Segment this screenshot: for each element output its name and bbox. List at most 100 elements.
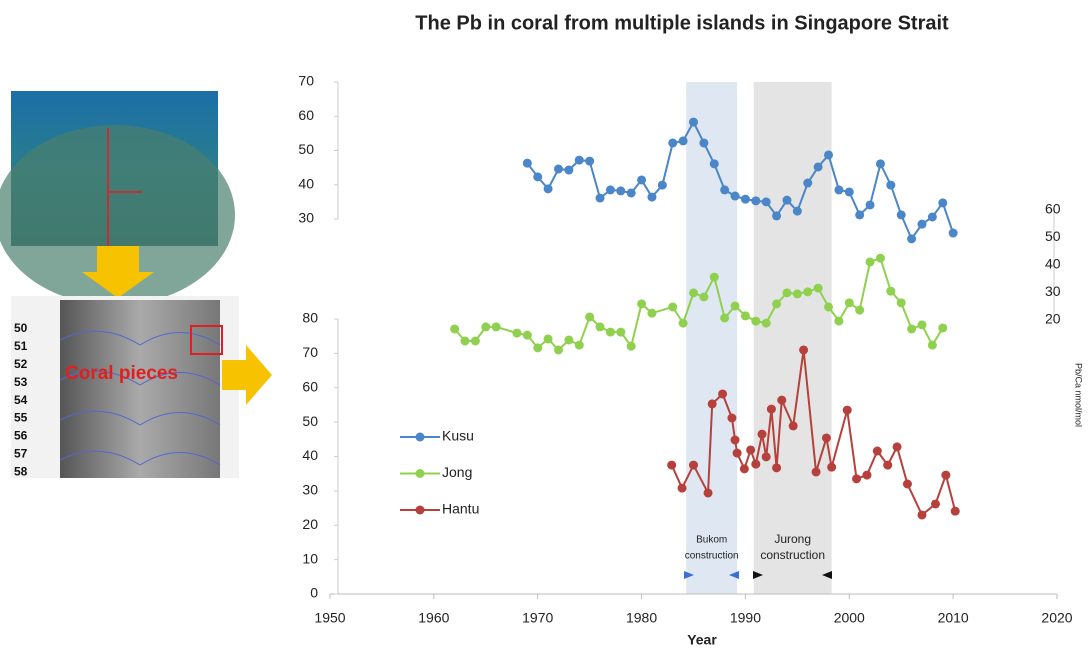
data-point [606,185,615,194]
data-point [866,257,875,266]
y2-tick-label: 30 [298,210,314,226]
coral-xray: 505152535455565758Coral pieces [11,296,239,478]
data-point [803,179,812,188]
data-point [886,181,895,190]
data-point [679,319,688,328]
y-tick-label: 40 [302,447,318,463]
x-tick-label: 2020 [1041,610,1072,626]
data-point [492,322,501,331]
data-point [637,299,646,308]
data-point [824,150,833,159]
data-point [564,166,573,175]
core-label: 52 [14,357,28,371]
data-point [834,317,843,326]
x-axis-label: Year [687,632,717,648]
y-tick-label: 80 [302,310,318,326]
core-label: 56 [14,429,28,443]
data-point [554,164,563,173]
data-point [564,335,573,344]
shaded-period [754,82,832,594]
data-point [822,433,831,442]
data-point [762,452,771,461]
data-point [772,463,781,472]
data-point [949,229,958,238]
data-point [720,313,729,322]
data-point [746,445,755,454]
data-point [689,288,698,297]
y2-tick-label: 70 [298,73,314,89]
data-point [606,328,615,337]
y3-tick-label: 30 [1045,283,1061,299]
data-point [575,156,584,165]
data-point [827,463,836,472]
data-point [782,196,791,205]
period-label: Bukom [696,535,727,546]
data-point [678,484,687,493]
legend-label: Kusu [442,428,474,444]
y2-tick-label: 40 [298,175,314,191]
data-point [928,341,937,350]
data-point [793,289,802,298]
data-point [843,406,852,415]
data-point [917,320,926,329]
core-label: 53 [14,375,28,389]
data-point [762,197,771,206]
data-point [758,430,767,439]
data-point [855,210,864,219]
data-point [897,298,906,307]
y-tick-label: 70 [302,344,318,360]
data-point [903,480,912,489]
data-point [741,195,750,204]
data-point [789,421,798,430]
data-point [481,322,490,331]
data-point [575,341,584,350]
data-point [941,471,950,480]
data-point [852,474,861,483]
period-label: construction [685,551,739,562]
data-point [803,287,812,296]
data-point [523,331,532,340]
data-point [917,510,926,519]
data-point [873,447,882,456]
data-point [585,157,594,166]
data-point [938,323,947,332]
figure: 505152535455565758Coral pieces The Pb in… [0,0,1088,648]
data-point [845,298,854,307]
data-point [637,175,646,184]
data-point [893,442,902,451]
data-point [799,345,808,354]
data-point [627,342,636,351]
x-tick-label: 1950 [314,610,345,626]
data-point [772,299,781,308]
data-point [616,186,625,195]
data-point [533,172,542,181]
data-point [718,389,727,398]
core-label: 55 [14,411,28,425]
period-label: construction [760,548,825,562]
data-point [627,188,636,197]
data-point [585,312,594,321]
data-point [544,334,553,343]
y3-tick-label: 40 [1045,256,1061,272]
data-point [668,138,677,147]
chart-title: The Pb in coral from multiple islands in… [415,12,949,34]
data-point [951,507,960,516]
data-point [667,461,676,470]
x-tick-label: 1960 [418,610,449,626]
data-point [741,311,750,320]
data-point [897,210,906,219]
data-point [616,328,625,337]
legend-marker [416,469,425,478]
data-point [658,181,667,190]
data-point [767,405,776,414]
y3-tick-label: 50 [1045,228,1061,244]
data-point [814,284,823,293]
y3-axis-label: Pb/Ca nmol/mol [1074,363,1084,427]
data-point [907,234,916,243]
data-point [928,212,937,221]
y2-tick-label: 60 [298,107,314,123]
core-label: 54 [14,393,28,407]
data-point [731,301,740,310]
legend-label: Jong [442,464,472,480]
core-label: 57 [14,446,28,460]
